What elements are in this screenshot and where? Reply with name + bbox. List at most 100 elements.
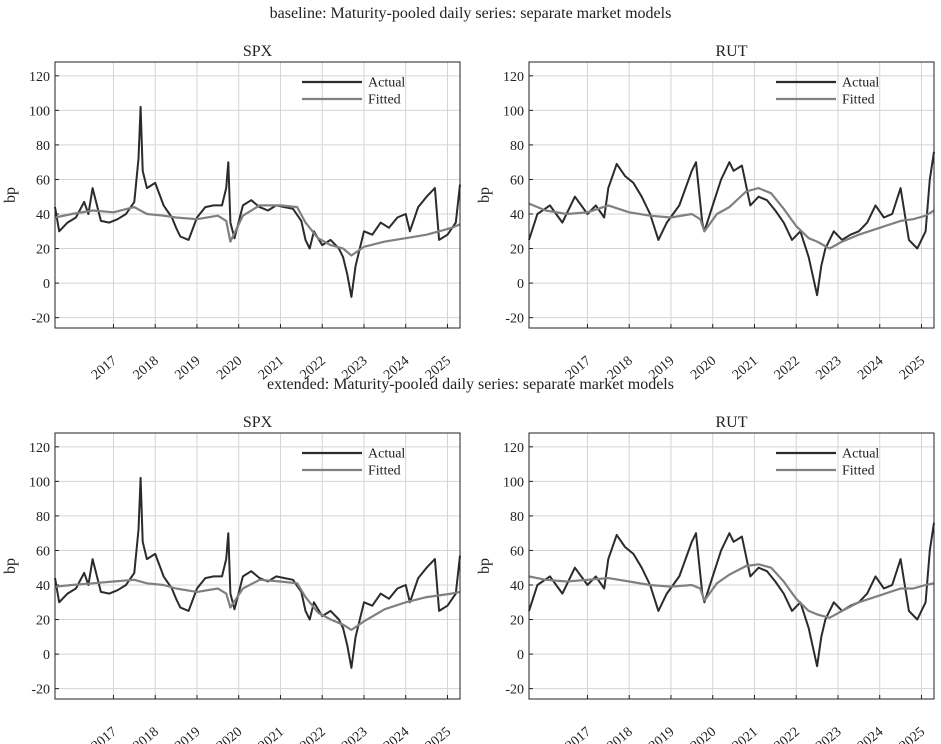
legend-label-fitted: Fitted <box>842 93 875 108</box>
y-tick-label: 40 <box>510 208 524 223</box>
series-line-actual <box>54 476 461 669</box>
y-tick-label: 40 <box>510 579 524 594</box>
row-title-baseline: baseline: Maturity-pooled daily series: … <box>269 5 672 22</box>
x-tick-label: 2019 <box>172 725 203 744</box>
chart-title: SPX <box>243 43 273 60</box>
x-tick-label: 2022 <box>298 354 329 383</box>
y-tick-label: -20 <box>505 312 524 327</box>
series-line-actual <box>54 105 461 298</box>
x-tick-label: 2019 <box>646 354 677 383</box>
y-tick-label: -20 <box>31 312 50 327</box>
chart-title: SPX <box>243 414 273 431</box>
x-tick-label: 2019 <box>172 354 203 383</box>
y-tick-label: 60 <box>36 544 50 559</box>
x-tick-label: 2024 <box>381 354 412 383</box>
legend-label-fitted: Fitted <box>842 464 875 479</box>
legend-label-fitted: Fitted <box>368 93 401 108</box>
x-tick-label: 2017 <box>563 725 594 744</box>
y-tick-label: -20 <box>31 683 50 698</box>
x-tick-label: 2018 <box>131 725 162 744</box>
y-tick-label: 120 <box>29 70 50 85</box>
plot-frame <box>528 61 935 329</box>
legend-label-actual: Actual <box>842 76 879 91</box>
chart-1: -20 0 20 40 60 80 100 120 2017 2018 2019 2020 2021 20… <box>476 43 935 383</box>
y-axis-label: bp <box>2 187 19 203</box>
y-tick-label: 80 <box>510 510 524 525</box>
y-tick-label: 0 <box>43 648 50 663</box>
y-tick-label: 40 <box>36 208 50 223</box>
x-tick-label: 2020 <box>214 354 245 383</box>
y-tick-label: 0 <box>517 648 524 663</box>
y-tick-label: 40 <box>36 579 50 594</box>
x-tick-label: 2022 <box>772 725 803 744</box>
series-line-fitted <box>528 563 935 619</box>
y-tick-label: 100 <box>29 104 50 119</box>
y-tick-label: 120 <box>503 70 524 85</box>
chart-title: RUT <box>716 43 748 60</box>
chart-3: -20 0 20 40 60 80 100 120 2017 2018 2019 2020 2021 20… <box>476 414 935 744</box>
legend-label-actual: Actual <box>842 447 879 462</box>
x-tick-label: 2021 <box>256 725 287 744</box>
y-tick-label: 20 <box>510 243 524 258</box>
y-tick-label: 20 <box>36 243 50 258</box>
x-tick-label: 2025 <box>423 725 454 744</box>
x-tick-label: 2022 <box>772 354 803 383</box>
x-tick-label: 2019 <box>646 725 677 744</box>
series-line-fitted <box>528 187 935 250</box>
legend-label-actual: Actual <box>368 447 405 462</box>
x-tick-label: 2024 <box>381 725 412 744</box>
x-tick-label: 2023 <box>339 725 370 744</box>
x-tick-label: 2024 <box>855 354 886 383</box>
x-tick-label: 2020 <box>688 725 719 744</box>
y-tick-label: 60 <box>36 173 50 188</box>
y-axis-label: bp <box>476 558 493 574</box>
y-tick-label: 120 <box>503 441 524 456</box>
y-tick-label: 80 <box>510 139 524 154</box>
x-tick-label: 2023 <box>813 354 844 383</box>
series-line-fitted <box>54 578 461 632</box>
row-title-extended: extended: Maturity-pooled daily series: … <box>267 376 674 393</box>
x-tick-label: 2017 <box>563 354 594 383</box>
x-tick-label: 2022 <box>298 725 329 744</box>
x-tick-label: 2025 <box>897 725 928 744</box>
y-tick-label: 80 <box>36 139 50 154</box>
x-tick-label: 2021 <box>730 354 761 383</box>
x-tick-label: 2025 <box>897 354 928 383</box>
series-line-actual <box>528 522 935 668</box>
x-tick-label: 2020 <box>688 354 719 383</box>
x-tick-label: 2023 <box>813 725 844 744</box>
y-tick-label: 60 <box>510 544 524 559</box>
plot-frame <box>54 61 461 329</box>
y-tick-label: 100 <box>503 104 524 119</box>
y-tick-label: 120 <box>29 441 50 456</box>
x-tick-label: 2018 <box>605 725 636 744</box>
x-tick-label: 2025 <box>423 354 454 383</box>
chart-0: -20 0 20 40 60 80 100 120 2017 2018 2019 2020 2021 20… <box>2 43 461 383</box>
x-tick-label: 2024 <box>855 725 886 744</box>
plot-frame <box>528 432 935 700</box>
chart-2: -20 0 20 40 60 80 100 120 2017 2018 2019 2020 2021 20… <box>2 414 461 744</box>
x-tick-label: 2017 <box>89 354 120 383</box>
x-tick-label: 2017 <box>89 725 120 744</box>
legend-label-actual: Actual <box>368 76 405 91</box>
y-tick-label: 20 <box>510 614 524 629</box>
y-tick-label: 80 <box>36 510 50 525</box>
y-axis-label: bp <box>2 558 19 574</box>
y-tick-label: 20 <box>36 614 50 629</box>
y-tick-label: 60 <box>510 173 524 188</box>
x-tick-label: 2023 <box>339 354 370 383</box>
series-line-actual <box>528 151 935 297</box>
y-axis-label: bp <box>476 187 493 203</box>
chart-title: RUT <box>716 414 748 431</box>
y-tick-label: 0 <box>43 277 50 292</box>
x-tick-label: 2021 <box>730 725 761 744</box>
y-tick-label: 0 <box>517 277 524 292</box>
legend-label-fitted: Fitted <box>368 464 401 479</box>
y-tick-label: -20 <box>505 683 524 698</box>
x-tick-label: 2020 <box>214 725 245 744</box>
x-tick-label: 2018 <box>131 354 162 383</box>
x-tick-label: 2021 <box>256 354 287 383</box>
plot-frame <box>54 432 461 700</box>
